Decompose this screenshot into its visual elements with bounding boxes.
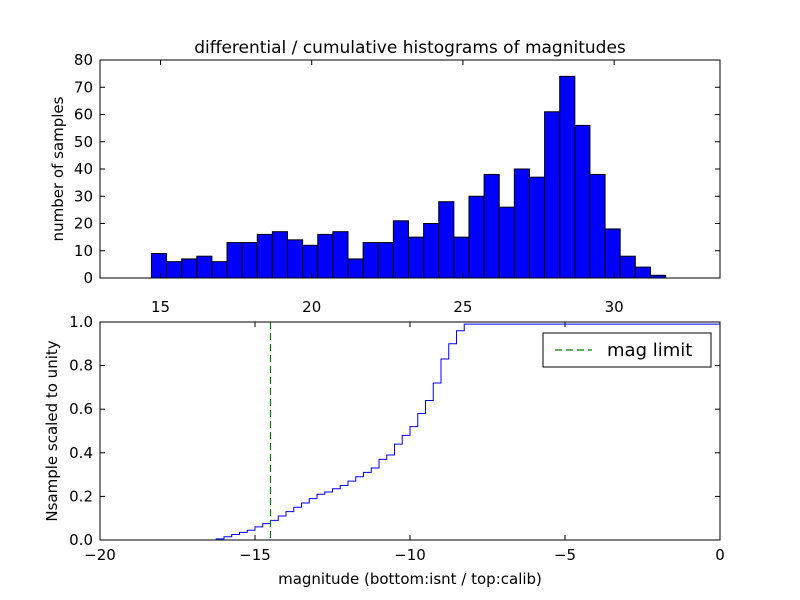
x-tick-label: −15 [239,546,271,564]
histogram-bar [256,233,273,279]
histogram-ticks: 0 10 20 30 40 50 60 70 80 15 20 25 30 [74,51,720,316]
histogram-bar [332,231,349,279]
histogram-bar [166,261,183,279]
histogram-axes-frame [99,59,721,279]
histogram-bar [423,223,440,279]
y-tick-label: 0.4 [69,444,93,462]
cumulative-step-line [100,323,720,541]
y-tick-label: 50 [74,133,93,151]
y-tick-label: 60 [74,106,93,124]
histogram-bar [287,239,304,279]
histogram-bar [362,242,379,279]
histogram-bar [528,176,546,279]
histogram-bar [483,173,500,279]
histogram-bar [619,255,636,279]
y-tick-label: 40 [74,160,93,178]
histogram-bar [559,75,576,279]
histogram-bar [468,195,485,279]
histogram-bar [181,258,198,279]
y-tick-label: 1.0 [69,313,93,331]
chart-title: differential / cumulative histograms of … [194,38,626,58]
legend-label-mag-limit: mag limit [607,340,692,361]
y-tick-label: 20 [74,215,93,233]
x-tick-label: −5 [554,546,576,564]
histogram-bar [513,168,530,279]
histogram-bar [453,236,470,279]
legend: mag limit [542,332,712,368]
histogram-bar [196,255,213,279]
x-tick-label: −10 [394,546,426,564]
cumulative-axes-frame [99,321,721,541]
y-tick-label: 0 [83,269,93,287]
histogram-bar [150,252,168,279]
histogram-bar [544,111,561,279]
histogram-panel: 0 10 20 30 40 50 60 70 80 15 20 25 30 number of samp… [49,51,721,316]
y-tick-label: 0.6 [69,400,93,418]
cumulative-x-axis-label: magnitude (bottom:isnt / top:calib) [278,570,542,588]
cumulative-panel: 0.0 0.2 0.4 0.6 0.8 1.0 −20 −15 −10 −5 0 Nsample s… [43,313,725,588]
cumulative-ticks: 0.0 0.2 0.4 0.6 0.8 1.0 −20 −15 −10 −5 0 [69,313,725,564]
y-tick-label: 10 [74,242,93,260]
y-tick-label: 0.8 [69,357,93,375]
histogram-bar [589,173,606,279]
histogram-bar [226,242,243,279]
x-tick-label: 30 [605,298,624,316]
histogram-bar [604,228,621,279]
histogram-bars [150,75,667,279]
x-tick-label: 15 [151,298,170,316]
y-tick-label: 0.2 [69,487,93,505]
y-tick-label: 0.0 [69,531,93,549]
y-tick-label: 70 [74,78,93,96]
x-tick-label: −20 [84,546,116,564]
x-tick-label: 20 [302,298,321,316]
y-tick-label: 80 [74,51,93,69]
histogram-y-axis-label: number of samples [49,96,67,241]
histogram-bar [302,244,319,279]
histogram-bar [498,206,515,279]
histogram-bar [377,242,394,279]
histogram-bar [634,266,651,279]
histogram-bar [271,231,289,279]
histogram-bar [241,242,258,279]
x-tick-label: 0 [715,546,725,564]
histogram-bar [438,201,455,279]
histogram-bar [407,236,425,279]
histogram-bar [392,220,409,279]
y-tick-label: 30 [74,187,93,205]
cumulative-y-axis-label: Nsample scaled to unity [43,340,61,521]
histogram-bar [347,258,364,279]
x-tick-label: 25 [453,298,472,316]
histogram-bar [211,261,228,279]
histogram-bar [317,233,334,279]
histogram-bar [574,124,591,279]
